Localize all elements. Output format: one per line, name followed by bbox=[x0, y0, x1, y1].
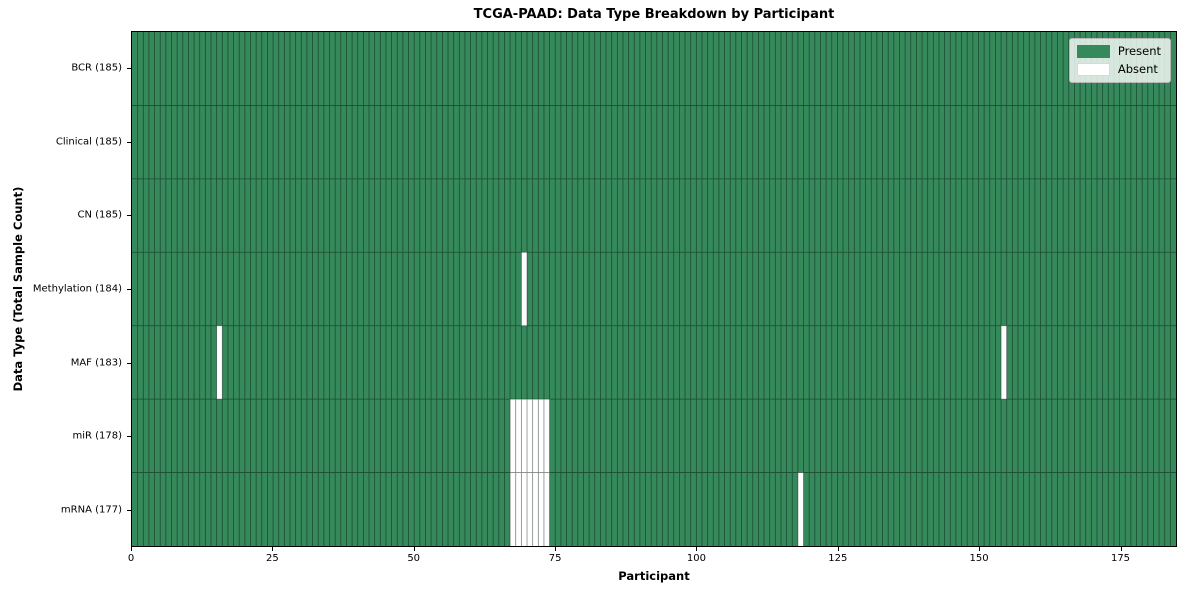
grid-lines bbox=[132, 32, 1176, 546]
x-tick-label: 25 bbox=[266, 553, 279, 564]
x-tick-label: 175 bbox=[1110, 553, 1131, 564]
absent-cell bbox=[527, 399, 533, 473]
x-tick-mark bbox=[555, 547, 557, 551]
absent-cell bbox=[532, 399, 539, 473]
legend-label-absent: Absent bbox=[1117, 61, 1158, 76]
absent-cell bbox=[521, 472, 528, 546]
x-tick-mark bbox=[272, 547, 274, 551]
x-tick-label: 125 bbox=[828, 553, 848, 564]
absent-cell bbox=[538, 472, 544, 546]
absent-cell bbox=[1001, 325, 1007, 400]
absent-cell bbox=[521, 252, 528, 326]
absent-cell bbox=[543, 399, 550, 473]
x-tick-label: 75 bbox=[548, 553, 562, 564]
x-tick-label: 100 bbox=[686, 553, 706, 564]
absent-cell bbox=[527, 472, 533, 546]
plot-area: Present Absent bbox=[131, 31, 1177, 547]
x-tick-mark bbox=[131, 547, 132, 551]
absent-cell bbox=[543, 472, 550, 546]
x-tick-mark bbox=[837, 547, 839, 551]
absent-cell bbox=[521, 399, 528, 473]
absent-cell bbox=[510, 472, 516, 546]
absent-cell bbox=[510, 399, 516, 473]
absent-cell bbox=[797, 472, 804, 546]
x-axis-title: Participant bbox=[618, 569, 690, 583]
heatmap-svg bbox=[132, 32, 1176, 546]
y-tick-label-BCR: BCR (185) bbox=[71, 62, 122, 74]
x-tick-mark bbox=[1120, 547, 1122, 551]
legend-entry-absent: Absent bbox=[1076, 61, 1161, 76]
x-tick-label: 50 bbox=[407, 553, 421, 564]
y-axis-title-text: Data Type (Total Sample Count) bbox=[11, 186, 25, 392]
x-tick-mark bbox=[979, 547, 981, 551]
absent-cell bbox=[216, 325, 223, 400]
x-tick-label: 0 bbox=[127, 553, 135, 564]
present-swatch-icon bbox=[1076, 45, 1110, 58]
legend-entry-present: Present bbox=[1076, 43, 1161, 58]
present-background bbox=[132, 32, 1176, 546]
y-tick-label-Clinical: Clinical (185) bbox=[55, 136, 122, 148]
y-tick-label-miR: miR (178) bbox=[72, 430, 122, 442]
legend: Present Absent bbox=[1068, 38, 1171, 83]
y-tick-label-mRNA: mRNA (177) bbox=[60, 504, 122, 516]
absent-cell bbox=[515, 472, 522, 546]
x-tick-mark bbox=[696, 547, 698, 551]
x-tick-label: 150 bbox=[969, 553, 989, 564]
x-tick-mark bbox=[413, 547, 415, 551]
chart-title: TCGA-PAAD: Data Type Breakdown by Partic… bbox=[473, 7, 835, 22]
legend-label-present: Present bbox=[1117, 43, 1161, 58]
absent-cell bbox=[532, 472, 539, 546]
absent-cell bbox=[538, 399, 544, 473]
absent-swatch-icon bbox=[1076, 63, 1110, 76]
absent-cell bbox=[515, 399, 522, 473]
